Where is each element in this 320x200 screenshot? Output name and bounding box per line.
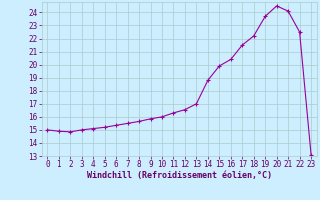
X-axis label: Windchill (Refroidissement éolien,°C): Windchill (Refroidissement éolien,°C) <box>87 171 272 180</box>
